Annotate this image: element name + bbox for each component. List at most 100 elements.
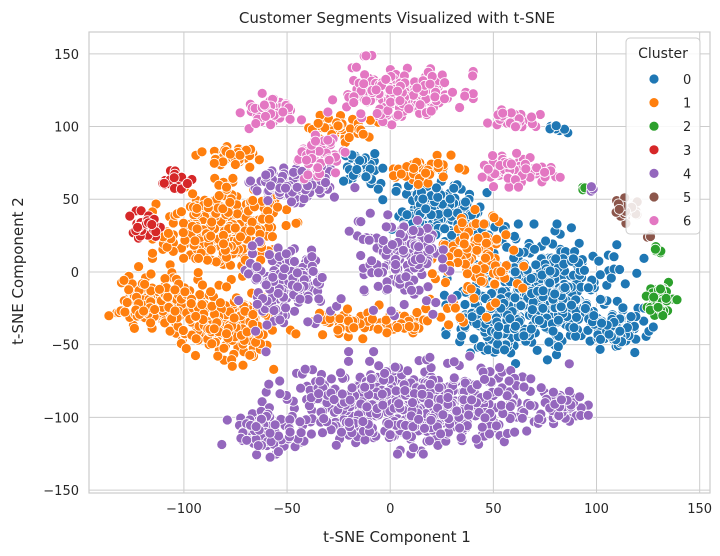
data-point bbox=[185, 298, 197, 309]
data-point bbox=[177, 325, 189, 336]
data-point bbox=[437, 171, 449, 183]
data-point bbox=[154, 283, 165, 295]
data-point bbox=[494, 362, 506, 374]
data-point bbox=[286, 196, 297, 208]
data-point bbox=[427, 308, 439, 320]
data-point bbox=[524, 399, 536, 411]
data-point bbox=[191, 202, 203, 214]
y-axis-label: t-SNE Component 2 bbox=[9, 197, 27, 345]
data-point bbox=[370, 84, 382, 96]
data-point bbox=[312, 162, 324, 174]
y-tick-label: −50 bbox=[52, 339, 79, 354]
data-point bbox=[401, 429, 413, 441]
data-point bbox=[394, 95, 406, 106]
data-point bbox=[258, 99, 270, 111]
data-point bbox=[439, 93, 450, 105]
data-point bbox=[355, 108, 367, 120]
data-point bbox=[456, 330, 467, 342]
data-point bbox=[351, 164, 363, 175]
data-point bbox=[267, 271, 279, 283]
data-point bbox=[470, 433, 482, 445]
data-point bbox=[440, 277, 451, 288]
data-point bbox=[459, 90, 471, 102]
data-point bbox=[159, 273, 171, 285]
data-point bbox=[312, 313, 324, 325]
data-point bbox=[246, 240, 258, 252]
data-point bbox=[247, 195, 259, 206]
data-point bbox=[175, 206, 187, 218]
data-point bbox=[299, 363, 311, 375]
data-point bbox=[292, 281, 304, 293]
data-point bbox=[274, 388, 286, 400]
data-point bbox=[196, 146, 208, 158]
data-point bbox=[368, 346, 380, 358]
data-point bbox=[245, 175, 256, 187]
data-point bbox=[193, 252, 204, 264]
data-point bbox=[317, 427, 328, 439]
data-point bbox=[252, 440, 264, 452]
data-point bbox=[439, 223, 451, 235]
data-point bbox=[533, 314, 545, 326]
legend-marker bbox=[648, 120, 660, 132]
data-point bbox=[455, 432, 467, 444]
data-point bbox=[456, 217, 468, 229]
data-point bbox=[262, 195, 274, 207]
data-point bbox=[537, 302, 549, 314]
data-point bbox=[214, 297, 226, 309]
data-point bbox=[586, 181, 597, 193]
data-point bbox=[280, 302, 292, 314]
data-point bbox=[251, 449, 263, 461]
data-point bbox=[302, 169, 314, 181]
data-point bbox=[313, 293, 325, 305]
data-point bbox=[527, 304, 538, 316]
data-point bbox=[617, 302, 629, 314]
data-point bbox=[489, 278, 501, 290]
data-point bbox=[210, 256, 222, 268]
data-point bbox=[647, 321, 659, 333]
data-point bbox=[568, 322, 580, 334]
data-point bbox=[221, 281, 232, 293]
data-point bbox=[190, 333, 202, 345]
data-point bbox=[138, 305, 150, 317]
data-point bbox=[513, 181, 524, 193]
data-point bbox=[284, 426, 296, 438]
data-point bbox=[233, 295, 245, 306]
data-point bbox=[382, 209, 394, 221]
data-point bbox=[533, 413, 545, 425]
data-point bbox=[435, 428, 447, 440]
data-point bbox=[277, 106, 289, 118]
data-point bbox=[467, 70, 479, 82]
x-tick-label: −100 bbox=[166, 502, 202, 517]
data-point bbox=[380, 221, 392, 233]
data-point bbox=[263, 249, 275, 261]
data-point bbox=[392, 322, 403, 333]
data-point bbox=[272, 201, 284, 213]
data-point bbox=[343, 346, 355, 358]
data-point bbox=[408, 162, 420, 174]
data-point bbox=[360, 171, 372, 183]
data-point bbox=[544, 265, 556, 277]
data-point bbox=[381, 327, 393, 339]
data-point bbox=[158, 177, 170, 189]
data-point bbox=[146, 219, 158, 230]
data-point bbox=[289, 305, 300, 317]
data-point bbox=[631, 267, 643, 279]
data-point bbox=[563, 358, 575, 370]
data-point bbox=[479, 412, 491, 424]
data-point bbox=[343, 355, 354, 367]
data-point bbox=[371, 108, 383, 119]
data-point bbox=[164, 325, 176, 337]
data-point bbox=[268, 305, 280, 316]
data-point bbox=[234, 149, 246, 161]
data-point bbox=[509, 266, 521, 278]
data-point bbox=[518, 330, 530, 342]
data-point bbox=[332, 324, 344, 336]
data-point bbox=[118, 274, 130, 286]
data-point bbox=[206, 338, 218, 350]
data-point bbox=[594, 269, 606, 281]
data-point bbox=[629, 347, 641, 358]
data-point bbox=[213, 190, 225, 202]
data-point bbox=[412, 214, 423, 226]
data-point bbox=[205, 286, 217, 298]
data-point bbox=[338, 175, 350, 187]
